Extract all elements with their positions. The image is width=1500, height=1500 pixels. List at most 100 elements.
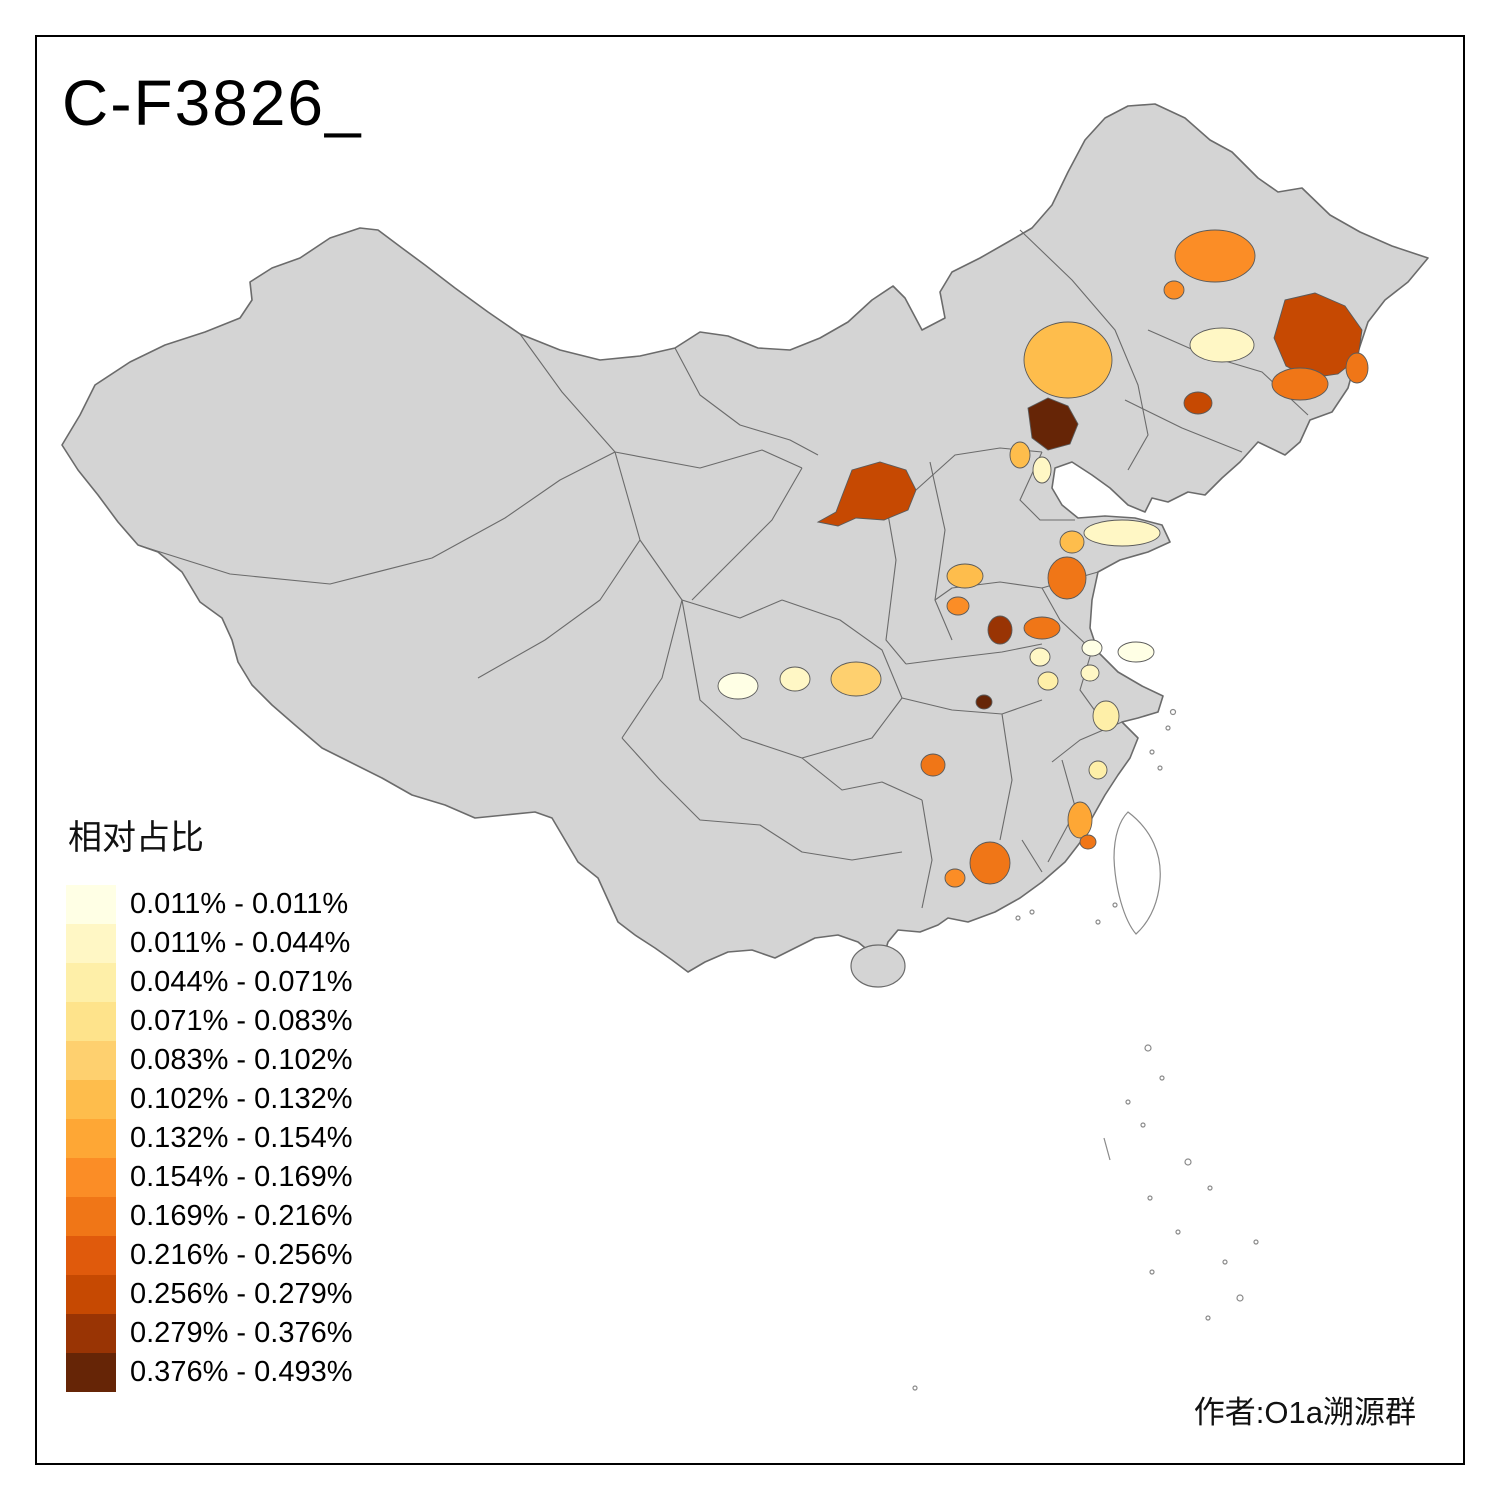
- islands: [850, 708, 1259, 1391]
- legend-item: 0.071% - 0.083%: [66, 1002, 352, 1041]
- region-northeast-small: [1163, 280, 1185, 300]
- taiwan-island: [1113, 811, 1161, 935]
- region-northeast-heihe: [1174, 229, 1256, 283]
- legend-swatch: [66, 1119, 116, 1158]
- colored-prefectures: [717, 229, 1369, 888]
- region-northeast-east-strip: [1345, 352, 1369, 384]
- region-sichuan-pale-1: [717, 672, 759, 700]
- china-mainland: [61, 103, 1429, 973]
- south-sea-islet: [912, 1385, 918, 1391]
- region-northeast-cream: [1189, 327, 1255, 363]
- legend-label: 0.169% - 0.216%: [130, 1200, 353, 1232]
- coastal-islet: [1149, 749, 1155, 755]
- region-innermongolia-darkest: [1027, 397, 1079, 451]
- south-sea-islet: [1147, 1195, 1153, 1201]
- legend-item: 0.083% - 0.102%: [66, 1041, 352, 1080]
- legend-label: 0.083% - 0.102%: [130, 1044, 353, 1076]
- region-hubei-pale-1: [1029, 647, 1051, 667]
- region-fujian-orange: [1079, 834, 1097, 850]
- region-innermongolia-light: [1023, 321, 1113, 399]
- region-hubei-darkest-dot: [975, 694, 993, 710]
- region-ordos-dark: [816, 461, 917, 527]
- map-title: C-F3826_: [62, 67, 363, 139]
- region-northeast-mid-lower: [1271, 367, 1329, 401]
- legend-item: 0.376% - 0.493%: [66, 1353, 352, 1392]
- region-guangdong-orange: [969, 841, 1011, 885]
- legend-label: 0.071% - 0.083%: [130, 1005, 353, 1037]
- legend-swatch: [66, 963, 116, 1002]
- legend-swatch: [66, 924, 116, 963]
- south-sea-islet: [1253, 1239, 1259, 1245]
- legend-label: 0.011% - 0.011%: [130, 888, 349, 920]
- coastal-islet: [1029, 909, 1035, 915]
- region-zhejiang-pale-2: [1088, 760, 1108, 780]
- legend-label: 0.376% - 0.493%: [130, 1356, 353, 1388]
- south-sea-islet: [1140, 1122, 1146, 1128]
- legend-item: 0.102% - 0.132%: [66, 1080, 352, 1119]
- region-shaanxi-light: [946, 563, 984, 589]
- region-jilin-dark: [1183, 391, 1213, 415]
- legend-swatch: [66, 885, 116, 924]
- region-shandong-small-light: [1059, 530, 1085, 554]
- south-sea-islet: [1125, 1099, 1131, 1105]
- hainan-island: [850, 944, 906, 988]
- legend-label: 0.279% - 0.376%: [130, 1317, 353, 1349]
- legend: 相对占比 0.011% - 0.011% 0.011% - 0.044% 0.0…: [66, 810, 352, 1392]
- legend-item: 0.011% - 0.011%: [66, 885, 352, 924]
- legend-title: 相对占比: [68, 819, 204, 857]
- region-zhejiang-pale: [1092, 700, 1120, 732]
- region-hunan-orange: [920, 753, 946, 777]
- region-henan-dark: [987, 615, 1013, 645]
- attribution: 作者:O1a溯源群: [1193, 1395, 1416, 1430]
- region-chongqing-light: [830, 661, 882, 697]
- south-sea-islet: [1205, 1315, 1211, 1321]
- legend-label: 0.216% - 0.256%: [130, 1239, 353, 1271]
- legend-swatch: [66, 1197, 116, 1236]
- sea-boundary-dash: [1103, 1137, 1111, 1161]
- region-sichuan-pale-2: [779, 666, 811, 692]
- legend-swatch: [66, 1353, 116, 1392]
- south-sea-islet: [1149, 1269, 1155, 1275]
- region-hubei-pale-2: [1037, 671, 1059, 691]
- coastal-islet: [1112, 902, 1118, 908]
- region-shandong-orange: [1047, 556, 1087, 600]
- legend-swatch: [66, 1236, 116, 1275]
- legend-label: 0.011% - 0.044%: [130, 927, 351, 959]
- region-beijing-north: [1009, 441, 1031, 469]
- south-sea-islet: [1222, 1259, 1228, 1265]
- region-fujian-light: [1067, 801, 1093, 839]
- legend-item: 0.169% - 0.216%: [66, 1197, 352, 1236]
- legend-item: 0.132% - 0.154%: [66, 1119, 352, 1158]
- legend-swatch: [66, 1080, 116, 1119]
- legend-item: 0.011% - 0.044%: [66, 924, 352, 963]
- legend-label: 0.154% - 0.169%: [130, 1161, 353, 1193]
- legend-swatch: [66, 1158, 116, 1197]
- region-jiangsu-pale: [1117, 641, 1155, 663]
- legend-item: 0.216% - 0.256%: [66, 1236, 352, 1275]
- coastal-islet: [1015, 915, 1021, 921]
- legend-swatch: [66, 1002, 116, 1041]
- region-anhui-pale-1: [1081, 639, 1103, 657]
- south-sea-islet: [1159, 1075, 1165, 1081]
- legend-label: 0.132% - 0.154%: [130, 1122, 353, 1154]
- region-shandong-pale-strip: [1083, 519, 1161, 547]
- legend-label: 0.102% - 0.132%: [130, 1083, 353, 1115]
- legend-swatch: [66, 1041, 116, 1080]
- coastal-islet: [1165, 725, 1171, 731]
- region-shaanxi-small: [946, 596, 970, 616]
- region-anhui-pale-2: [1080, 664, 1100, 682]
- legend-label: 0.256% - 0.279%: [130, 1278, 353, 1310]
- legend-swatch: [66, 1275, 116, 1314]
- region-henan-orange: [1023, 616, 1061, 640]
- south-sea-islet: [1175, 1229, 1181, 1235]
- coastal-islet: [1095, 919, 1101, 925]
- plot-frame: [35, 35, 1465, 1465]
- coastal-islet: [1169, 708, 1177, 716]
- legend-label: 0.044% - 0.071%: [130, 966, 353, 998]
- south-sea-islet: [1144, 1044, 1152, 1052]
- south-sea-islet: [1207, 1185, 1213, 1191]
- legend-item: 0.256% - 0.279%: [66, 1275, 352, 1314]
- legend-swatch: [66, 1314, 116, 1353]
